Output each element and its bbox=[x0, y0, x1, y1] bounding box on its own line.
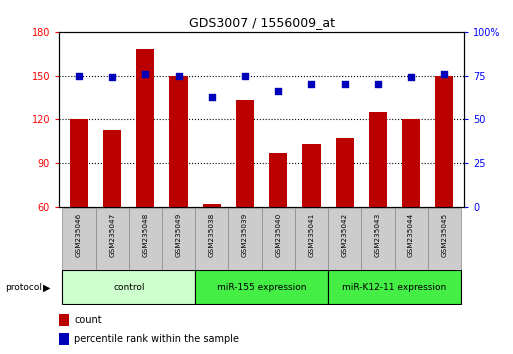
Bar bbox=[195, 208, 228, 270]
Point bbox=[174, 73, 183, 79]
Bar bbox=[70, 120, 88, 207]
Bar bbox=[236, 101, 254, 207]
Bar bbox=[394, 208, 428, 270]
Point bbox=[208, 94, 216, 99]
Text: miR-155 expression: miR-155 expression bbox=[217, 283, 306, 292]
Text: GSM235046: GSM235046 bbox=[76, 213, 82, 257]
Point bbox=[374, 81, 382, 87]
Point bbox=[241, 73, 249, 79]
Bar bbox=[336, 138, 354, 207]
Bar bbox=[62, 270, 195, 304]
Point bbox=[141, 71, 149, 77]
Bar bbox=[228, 208, 262, 270]
Bar bbox=[328, 270, 461, 304]
Bar bbox=[195, 270, 328, 304]
Point bbox=[75, 73, 83, 79]
Text: count: count bbox=[74, 315, 102, 325]
Text: GSM235049: GSM235049 bbox=[175, 213, 182, 257]
Bar bbox=[162, 208, 195, 270]
Bar bbox=[59, 314, 69, 326]
Title: GDS3007 / 1556009_at: GDS3007 / 1556009_at bbox=[189, 16, 334, 29]
Point bbox=[108, 75, 116, 80]
Text: ▶: ▶ bbox=[43, 282, 50, 292]
Bar bbox=[361, 208, 394, 270]
Bar bbox=[402, 120, 420, 207]
Point bbox=[274, 88, 282, 94]
Text: GSM235039: GSM235039 bbox=[242, 213, 248, 257]
Bar bbox=[136, 50, 154, 207]
Bar bbox=[95, 208, 129, 270]
Text: percentile rank within the sample: percentile rank within the sample bbox=[74, 335, 240, 344]
Bar bbox=[129, 208, 162, 270]
Bar bbox=[369, 112, 387, 207]
Bar bbox=[59, 333, 69, 346]
Text: GSM235041: GSM235041 bbox=[308, 213, 314, 257]
Text: GSM235038: GSM235038 bbox=[209, 213, 215, 257]
Text: GSM235045: GSM235045 bbox=[441, 213, 447, 257]
Bar bbox=[435, 76, 453, 207]
Bar bbox=[262, 208, 295, 270]
Bar bbox=[428, 208, 461, 270]
Bar bbox=[302, 144, 321, 207]
Bar bbox=[203, 204, 221, 207]
Bar bbox=[62, 208, 95, 270]
Point bbox=[341, 81, 349, 87]
Text: GSM235048: GSM235048 bbox=[143, 213, 148, 257]
Bar bbox=[295, 208, 328, 270]
Text: GSM235040: GSM235040 bbox=[275, 213, 281, 257]
Point bbox=[440, 71, 448, 77]
Text: protocol: protocol bbox=[5, 283, 42, 292]
Bar bbox=[169, 76, 188, 207]
Bar bbox=[269, 153, 287, 207]
Text: miR-K12-11 expression: miR-K12-11 expression bbox=[342, 283, 447, 292]
Bar bbox=[328, 208, 361, 270]
Text: GSM235042: GSM235042 bbox=[342, 213, 348, 257]
Point bbox=[407, 75, 415, 80]
Text: GSM235043: GSM235043 bbox=[375, 213, 381, 257]
Point bbox=[307, 81, 315, 87]
Text: GSM235044: GSM235044 bbox=[408, 213, 414, 257]
Text: GSM235047: GSM235047 bbox=[109, 213, 115, 257]
Bar bbox=[103, 130, 121, 207]
Text: control: control bbox=[113, 283, 145, 292]
